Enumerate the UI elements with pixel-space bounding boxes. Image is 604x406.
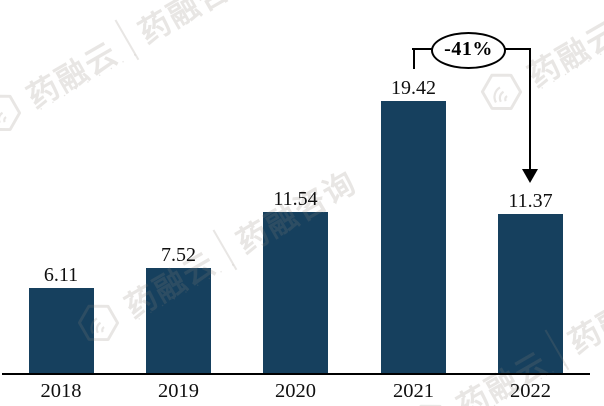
x-tick-2022: 2022 bbox=[510, 380, 551, 402]
value-label-2021: 19.42 bbox=[391, 76, 436, 99]
x-tick-2018: 2018 bbox=[40, 380, 82, 402]
x-axis-line bbox=[2, 373, 590, 376]
x-tick-2020: 2020 bbox=[275, 380, 316, 402]
annotation-arrow-shaft bbox=[529, 47, 531, 171]
annotation-ellipse-badge: -41% bbox=[431, 32, 506, 69]
bar-2020 bbox=[263, 211, 328, 374]
bar-2018 bbox=[28, 287, 94, 374]
annotation-label: -41% bbox=[444, 38, 493, 60]
annotation-stub-from-2021 bbox=[412, 47, 415, 69]
annotation-arrowhead-down-icon bbox=[522, 169, 538, 183]
x-tick-2021: 2021 bbox=[393, 380, 434, 402]
value-label-2019: 7.52 bbox=[161, 244, 196, 267]
x-tick-2019: 2019 bbox=[158, 380, 199, 402]
value-label-2018: 6.11 bbox=[43, 263, 79, 286]
value-label-2022: 11.37 bbox=[508, 189, 553, 212]
value-label-2020: 11.54 bbox=[273, 187, 318, 210]
bar-2019 bbox=[146, 268, 211, 374]
bar-2021 bbox=[381, 100, 446, 374]
bar-2022 bbox=[498, 213, 563, 374]
